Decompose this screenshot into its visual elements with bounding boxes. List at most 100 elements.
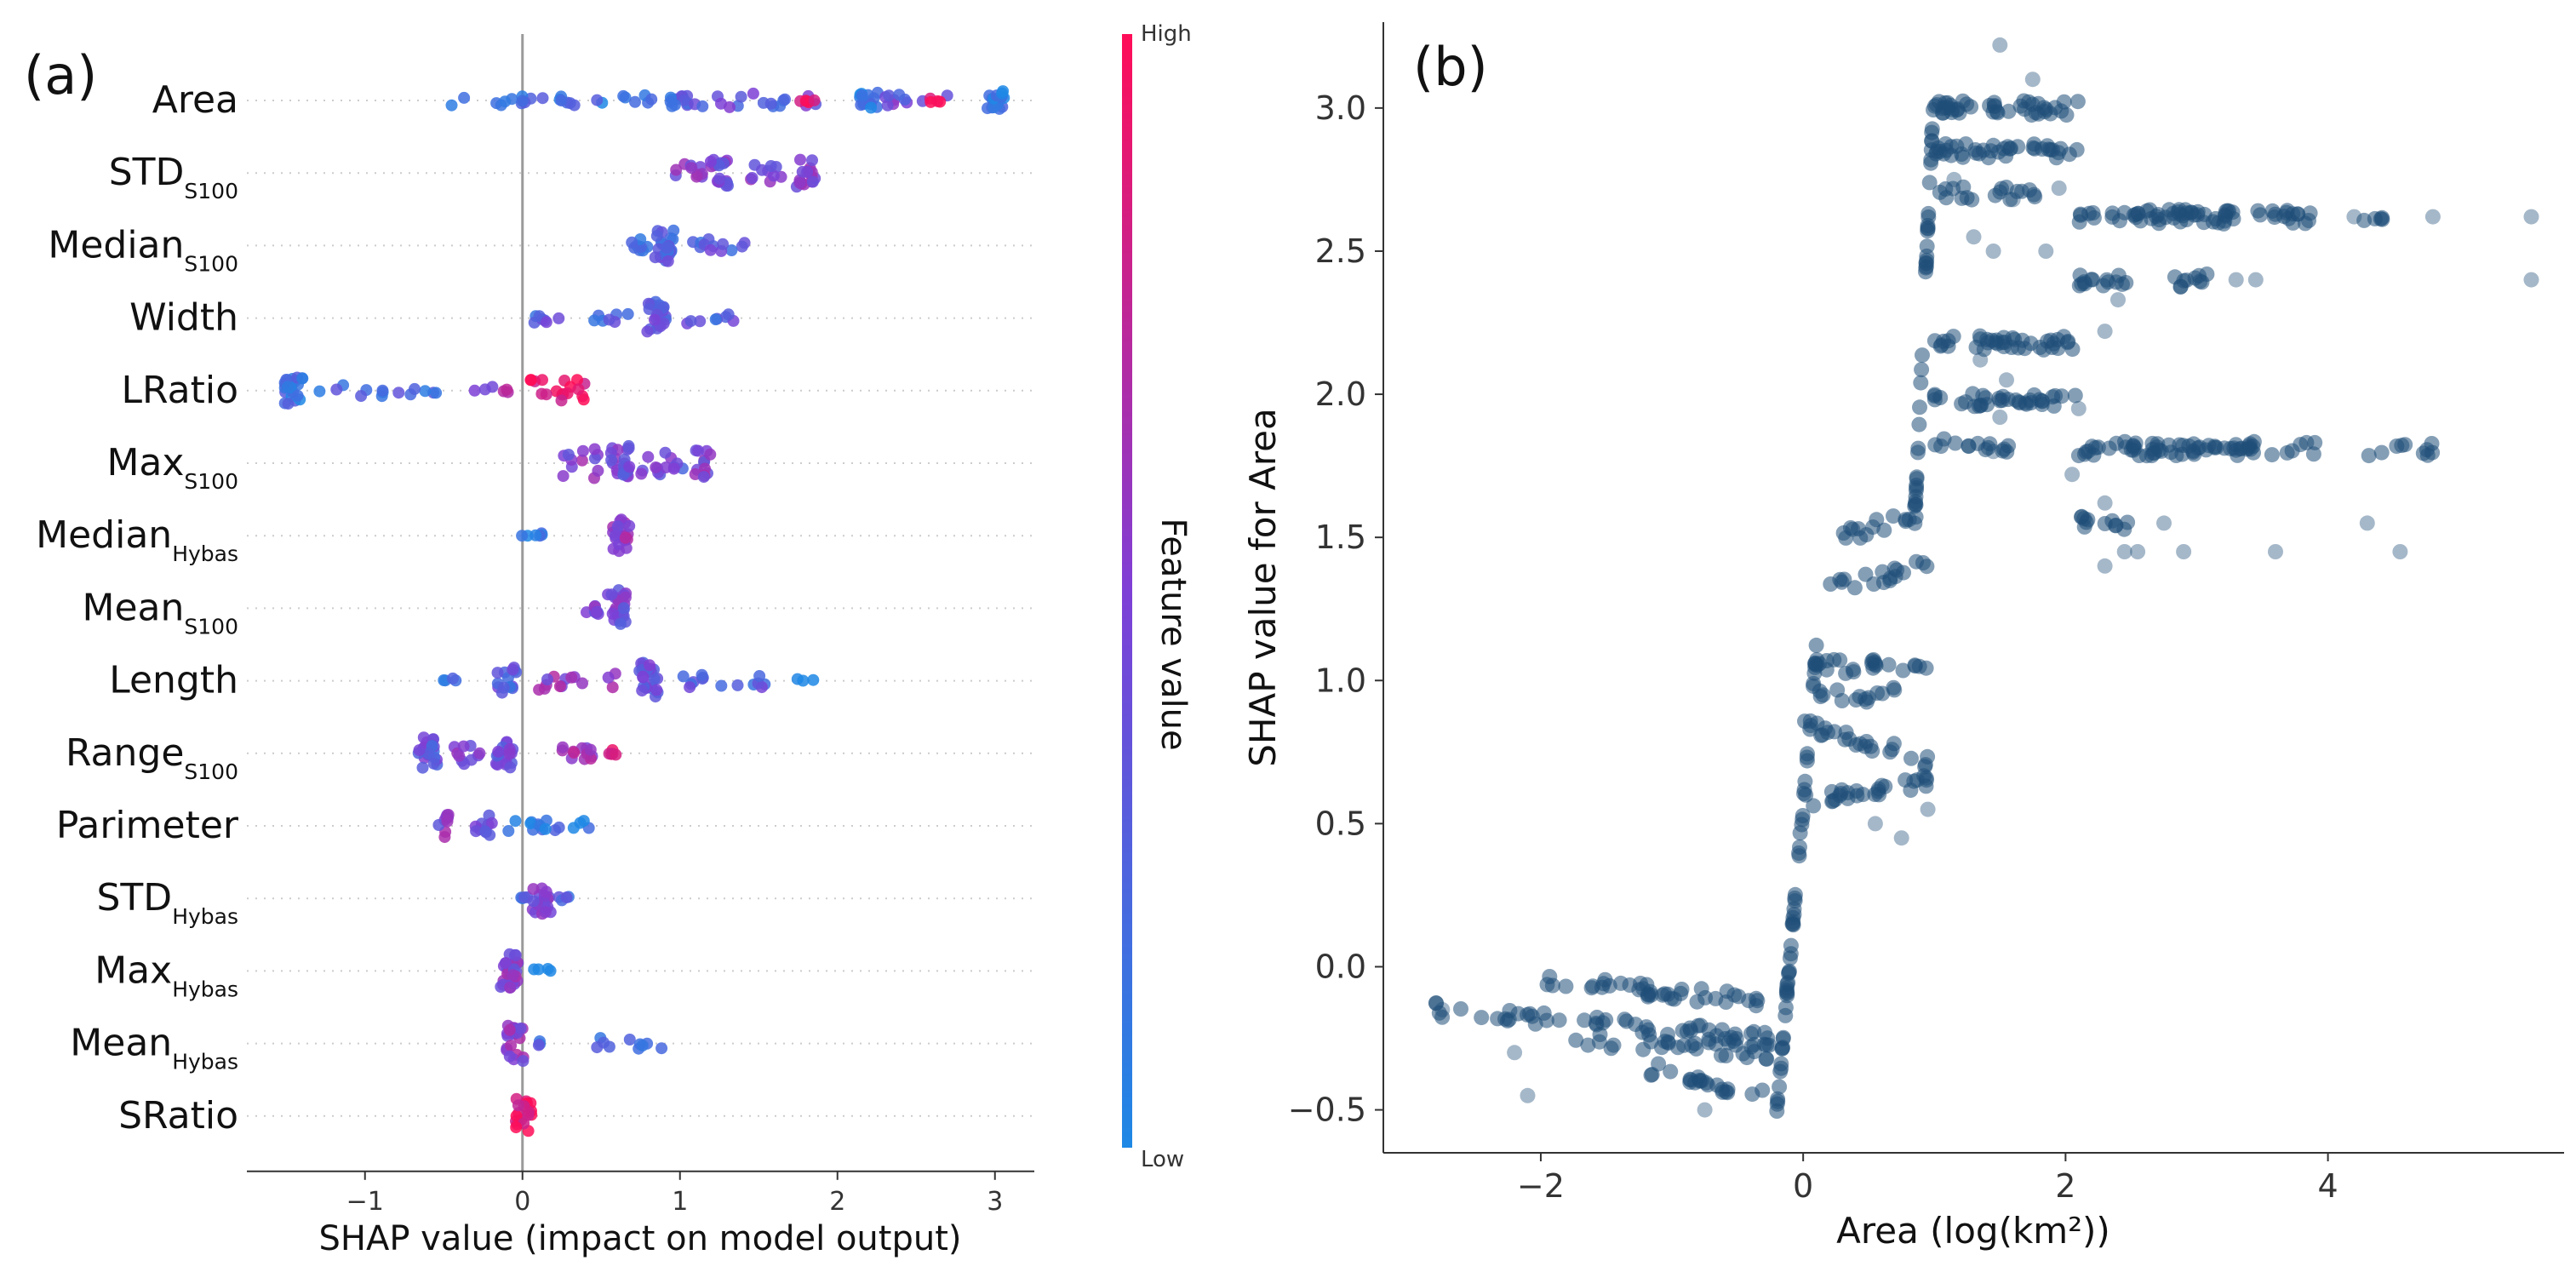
beeswarm-point	[592, 464, 604, 477]
dependence-point	[2011, 394, 2027, 410]
dependence-point	[1920, 801, 1936, 817]
dependence-point	[1577, 1012, 1593, 1028]
beeswarm-point	[330, 383, 343, 396]
beeswarm-point	[355, 390, 368, 403]
beeswarm-point	[560, 891, 573, 904]
dependence-point	[1787, 886, 1803, 902]
beeswarm-point	[855, 99, 867, 112]
feature-label-subscript: Hybas	[172, 1050, 238, 1074]
dependence-point	[1674, 982, 1690, 997]
dependence-point	[2156, 515, 2172, 531]
feature-label-subscript: S100	[184, 614, 238, 639]
dependence-point	[1823, 576, 1839, 592]
beeswarm-point	[696, 100, 709, 112]
dependence-point	[1989, 335, 2006, 352]
dependence-point	[2085, 272, 2100, 288]
beeswarm-point	[621, 307, 634, 320]
x-tick-label-b: 4	[2318, 1167, 2338, 1205]
beeswarm-point	[503, 748, 516, 760]
dependence-point	[1946, 171, 1962, 187]
beeswarm-point	[499, 957, 512, 970]
beeswarm-point	[591, 1041, 604, 1054]
dependence-point	[1568, 1032, 1584, 1048]
beeswarm-point	[704, 244, 717, 256]
dependence-point	[1864, 656, 1880, 672]
dependence-point	[1453, 1001, 1468, 1017]
beeswarm-point	[555, 95, 568, 107]
beeswarm-point	[427, 757, 440, 770]
dependence-point	[1919, 238, 1935, 255]
beeswarm-point	[409, 382, 421, 395]
beeswarm-point	[649, 251, 661, 264]
dependence-point	[1895, 662, 1911, 679]
beeswarm-point	[492, 745, 505, 758]
dependence-point	[1927, 437, 1943, 453]
beeswarm-point	[697, 471, 710, 484]
dependence-point	[2392, 544, 2408, 559]
feature-label: Area	[152, 78, 238, 122]
dependence-point	[1911, 416, 1927, 433]
dependence-point	[1778, 983, 1795, 999]
dependence-point	[1558, 978, 1574, 994]
colorbar-high-label: High	[1141, 21, 1192, 47]
x-axis-ticks-b: −2 0 2 4	[1517, 1153, 2338, 1205]
dependence-point	[1640, 1022, 1657, 1038]
beeswarm-point	[753, 670, 766, 682]
dependence-point	[1770, 1093, 1786, 1109]
beeswarm-point	[623, 461, 636, 473]
dependence-point	[1674, 1023, 1691, 1039]
beeswarm-point	[931, 95, 944, 107]
x-axis-ticks: −1 0 1 2 3	[346, 1171, 1003, 1217]
dependence-point	[1777, 1007, 1794, 1023]
beeswarm-point	[856, 89, 868, 102]
beeswarm-point	[416, 761, 429, 774]
dependence-point	[2264, 447, 2280, 463]
dependence-point	[1838, 530, 1854, 546]
y-tick-label: −0.5	[1288, 1092, 1366, 1129]
beeswarm-point	[650, 461, 662, 473]
dependence-point	[2194, 274, 2210, 290]
dependence-point	[1670, 1040, 1686, 1056]
beeswarm-point	[516, 530, 529, 542]
dependence-point	[2021, 94, 2037, 110]
beeswarm-point	[650, 230, 663, 243]
beeswarm-point	[291, 389, 304, 402]
beeswarm-point	[611, 520, 624, 533]
dependence-point	[1538, 1012, 1554, 1028]
beeswarm-point	[501, 383, 513, 396]
feature-label-subscript: Hybas	[172, 541, 238, 566]
beeswarm-point	[499, 95, 512, 108]
dependence-point	[2038, 101, 2054, 117]
beeswarm-point	[504, 761, 517, 774]
beeswarm-point	[590, 606, 603, 618]
beeswarm-point	[510, 1121, 523, 1134]
dependence-point	[1757, 1024, 1773, 1040]
dependence-point	[2047, 387, 2064, 404]
feature-label: MedianHybas	[36, 513, 238, 566]
dependence-point	[1720, 1034, 1737, 1051]
dependence-point	[1759, 1051, 1775, 1067]
dependence-point	[2112, 213, 2127, 229]
dependence-point	[1846, 580, 1863, 596]
y-tick-label: 1.5	[1315, 519, 1366, 556]
dependence-point	[2424, 209, 2441, 225]
beeswarm-point	[807, 673, 820, 686]
dependence-point	[2247, 272, 2264, 288]
beeswarm-point	[438, 674, 450, 686]
dependence-point	[1783, 946, 1799, 962]
beeswarm-point	[296, 372, 309, 385]
beeswarm-point	[661, 242, 673, 254]
beeswarm-point	[571, 374, 583, 387]
dependence-point	[1797, 773, 1813, 789]
beeswarm-point	[524, 817, 537, 830]
beeswarm-point	[641, 325, 654, 338]
beeswarm-point	[512, 1099, 524, 1112]
dependence-point	[1940, 338, 1956, 354]
dependence-point	[1726, 987, 1743, 1003]
panel-b-label: (b)	[1413, 36, 1488, 98]
dependence-point	[1785, 914, 1801, 930]
dependence-point	[1663, 1063, 1679, 1080]
dependence-point	[2097, 558, 2113, 574]
feature-label: MedianS100	[48, 223, 238, 276]
beeswarm-point	[684, 681, 696, 694]
